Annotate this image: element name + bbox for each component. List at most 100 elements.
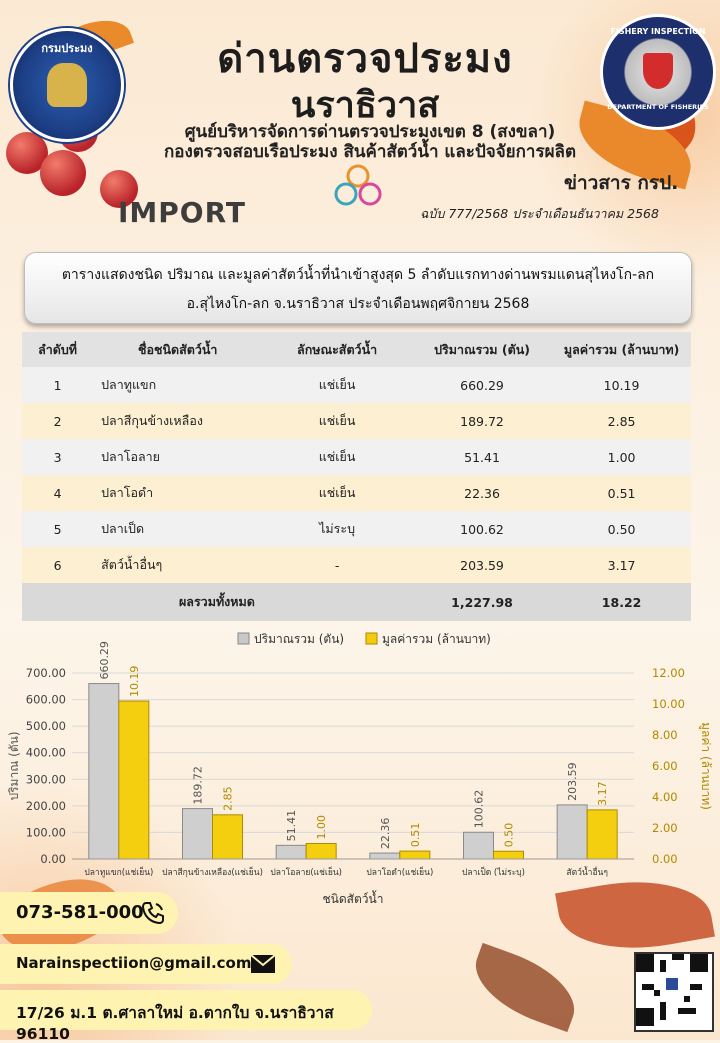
cell-no: 5: [22, 511, 94, 547]
y-tick-label: 300.00: [26, 772, 66, 786]
cell-name: ปลาสีกุนข้างเหลือง: [93, 403, 263, 439]
cell-no: 3: [22, 439, 94, 475]
x-axis-title: ชนิดสัตว์น้ำ: [323, 890, 384, 906]
cell-type: แช่เย็น: [262, 403, 412, 439]
x-tick-label: ปลาโอลาย(แช่เย็น): [270, 866, 342, 878]
y-tick-label: 100.00: [26, 825, 66, 839]
y-axis-title: ปริมาณ (ตัน): [7, 731, 21, 800]
y-tick-label: 200.00: [26, 799, 66, 813]
logo-text: กรมประมง: [41, 42, 93, 55]
mail-icon: [250, 954, 276, 973]
table-row: 6 สัตว์น้ำอื่นๆ - 203.59 3.17: [22, 547, 691, 583]
knot-ornament-icon: [334, 164, 382, 206]
y-tick-label: 700.00: [26, 666, 66, 680]
data-label-value: 10.19: [128, 666, 141, 698]
email-address: Narainspectiion@gmail.com: [16, 954, 252, 972]
data-label-quantity: 22.36: [379, 818, 392, 850]
data-label-value: 0.50: [503, 823, 516, 848]
data-label-value: 1.00: [315, 815, 328, 840]
legend-swatch: [237, 632, 250, 645]
data-label-value: 0.51: [409, 823, 422, 848]
total-qty: 1,227.98: [411, 583, 553, 621]
issue-number: ฉบับ 777/2568 ประจำเดือนธันวาคม 2568: [420, 206, 659, 221]
cell-no: 6: [22, 547, 94, 583]
phone-icon: [141, 902, 164, 925]
cell-name: ปลาโอลาย: [93, 439, 263, 475]
cell-name: ปลาทูแขก: [93, 367, 263, 403]
cell-value: 3.17: [552, 547, 691, 583]
cell-qty: 660.29: [411, 367, 553, 403]
subtitle-division: กองตรวจสอบเรือประมง สินค้าสัตว์น้ำ และปั…: [163, 142, 577, 162]
table-caption-banner: ตารางแสดงชนิด ปริมาณ และมูลค่าสัตว์น้ำที…: [24, 252, 692, 324]
data-label-quantity: 51.41: [285, 810, 298, 842]
table-row: 5 ปลาเป็ด ไม่ระบุ 100.62 0.50: [22, 511, 691, 547]
bar-quantity: [556, 804, 588, 860]
cell-type: แช่เย็น: [262, 475, 412, 511]
cell-type: -: [262, 547, 412, 583]
header-cell-name: ชื่อชนิดสัตว์น้ำ: [93, 332, 263, 367]
legend-swatch: [365, 632, 378, 645]
cell-qty: 189.72: [411, 403, 553, 439]
cell-type: ไม่ระบุ: [262, 511, 412, 547]
cell-name: ปลาโอดำ: [93, 475, 263, 511]
y2-tick-label: 2.00: [652, 821, 678, 835]
cell-type: แช่เย็น: [262, 439, 412, 475]
table-row: 4 ปลาโอดำ แช่เย็น 22.36 0.51: [22, 475, 691, 511]
data-label-quantity: 660.29: [98, 641, 111, 680]
fishery-inspection-logo: FISHERY INSPECTION DEPARTMENT OF FISHERI…: [600, 14, 716, 130]
page-title: ด่านตรวจประมง: [217, 36, 513, 82]
caption-line-1: ตารางแสดงชนิด ปริมาณ และมูลค่าสัตว์น้ำที…: [61, 267, 655, 283]
bar-quantity: [463, 831, 494, 860]
bar-quantity: [275, 844, 307, 860]
bar-value: [399, 850, 431, 860]
shield-icon: [643, 53, 673, 89]
table-header-row: ลำดับที่ ชื่อชนิดสัตว์น้ำ ลักษณะสัตว์น้ำ…: [22, 332, 691, 367]
x-tick-label: ปลาโอดำ(แช่เย็น): [366, 866, 433, 878]
legend-label: ปริมาณรวม (ตัน): [254, 632, 344, 646]
bar-quantity: [369, 852, 401, 860]
import-table: ลำดับที่ ชื่อชนิดสัตว์น้ำ ลักษณะสัตว์น้ำ…: [22, 332, 691, 621]
bar-quantity: [88, 683, 120, 860]
y2-tick-label: 0.00: [652, 852, 678, 866]
x-tick-label: ปลาสีกุนข้างเหลือง(แช่เย็น): [162, 866, 263, 878]
table-row: 3 ปลาโอลาย แช่เย็น 51.41 1.00: [22, 439, 691, 475]
y2-tick-label: 10.00: [652, 697, 685, 711]
y2-axis-title: มูลค่า (ล้านบาท): [698, 722, 713, 810]
email-contact: Narainspectiion@gmail.com: [0, 944, 292, 984]
cell-type: แช่เย็น: [262, 367, 412, 403]
logo-text: DEPARTMENT OF FISHERIES: [607, 103, 709, 111]
y-tick-label: 600.00: [26, 693, 66, 707]
cell-qty: 51.41: [411, 439, 553, 475]
data-label-quantity: 100.62: [473, 790, 486, 829]
x-tick-label: ปลาเป็ด (ไม่ระบุ): [462, 866, 525, 878]
y2-tick-label: 8.00: [652, 728, 678, 742]
y-tick-label: 400.00: [26, 746, 66, 760]
section-label-import: IMPORT: [118, 196, 247, 229]
emblem-icon: [47, 63, 87, 107]
import-chart-container: 0.00 100.00 200.00 300.00 400.00 500.00 600.00…: [0, 625, 720, 915]
logo-text: FISHERY INSPECTION: [610, 27, 706, 36]
cell-qty: 100.62: [411, 511, 553, 547]
data-label-quantity: 203.59: [566, 762, 579, 801]
table-row: 2 ปลาสีกุนข้างเหลือง แช่เย็น 189.72 2.85: [22, 403, 691, 439]
cell-value: 2.85: [552, 403, 691, 439]
x-tick-label: สัตว์น้ำอื่นๆ: [566, 866, 608, 878]
berry-decoration: [100, 170, 138, 208]
news-label: ข่าวสาร กรป.: [564, 172, 679, 194]
bar-value: [493, 850, 524, 860]
page-title-province: นราธิวาส: [290, 85, 440, 126]
cell-name: ปลาเป็ด: [93, 511, 263, 547]
qr-pattern: [636, 954, 708, 1026]
cell-qty: 22.36: [411, 475, 553, 511]
address-contact: 17/26 ม.1 ต.ศาลาใหม่ อ.ตากใบ จ.นราธิวาส …: [0, 990, 372, 1043]
cell-value: 1.00: [552, 439, 691, 475]
header-cell-type: ลักษณะสัตว์น้ำ: [262, 332, 412, 367]
total-label: ผลรวมทั้งหมด: [22, 583, 412, 621]
cell-no: 1: [22, 367, 94, 403]
bar-value: [305, 843, 337, 860]
address-text: 17/26 ม.1 ต.ศาลาใหม่ อ.ตากใบ จ.นราธิวาส …: [16, 1004, 334, 1043]
total-value: 18.22: [552, 583, 691, 621]
cell-no: 4: [22, 475, 94, 511]
bar-value: [118, 700, 150, 860]
import-bar-chart: 0.00 100.00 200.00 300.00 400.00 500.00 600.00…: [7, 632, 713, 906]
